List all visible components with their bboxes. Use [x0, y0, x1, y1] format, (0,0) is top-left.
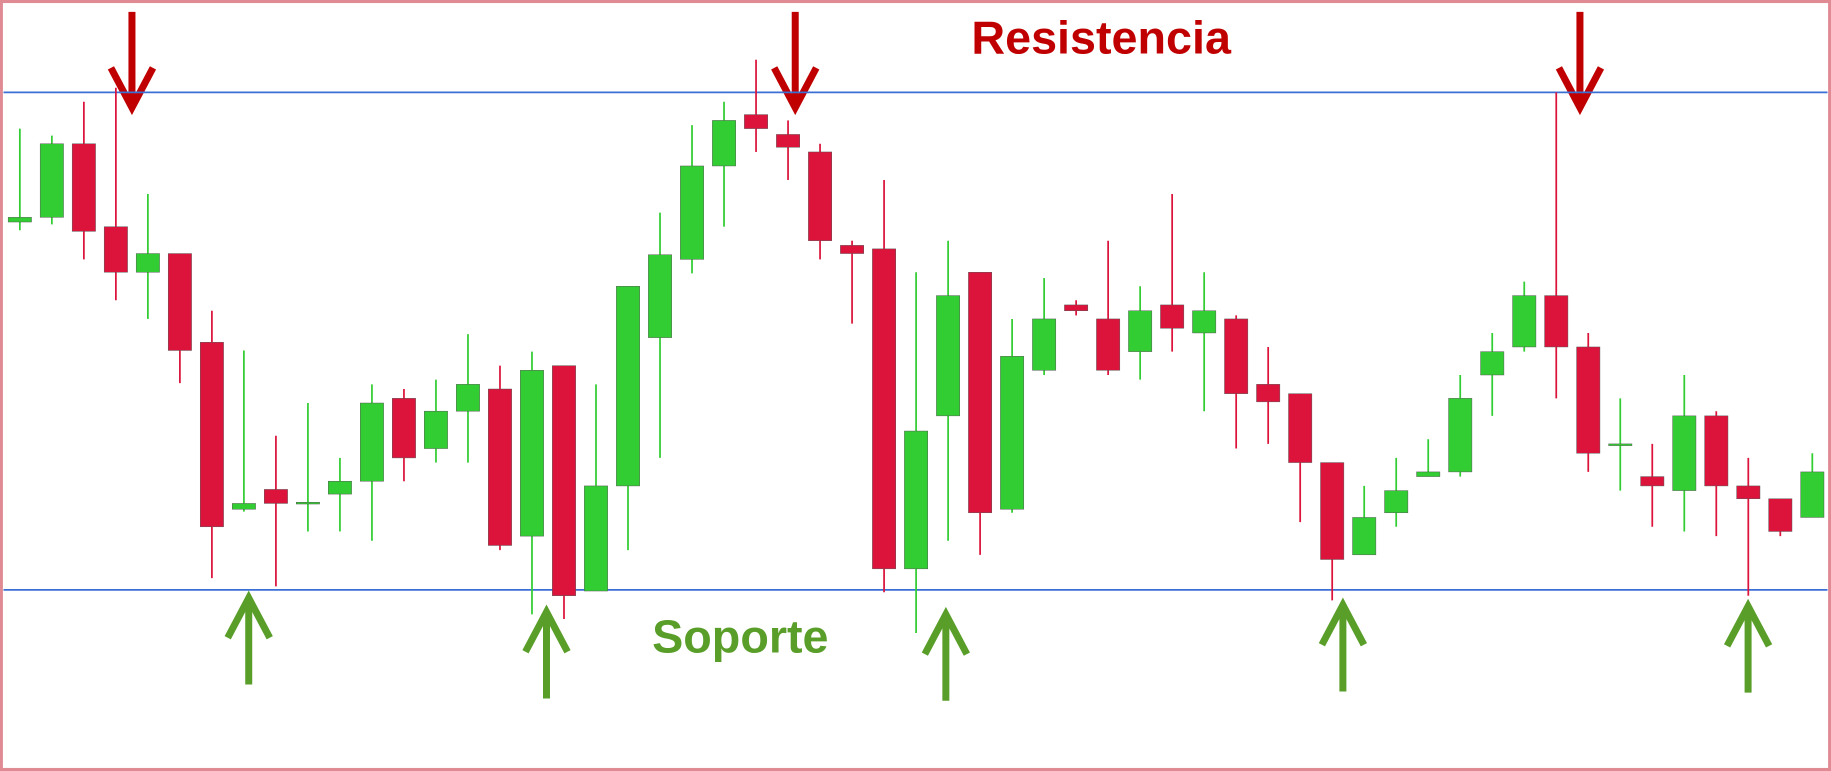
arrow-head [224, 590, 273, 640]
candle-body [584, 485, 608, 592]
candle-body [1192, 310, 1217, 334]
candle-body [936, 295, 961, 417]
candle-body [1128, 310, 1153, 352]
candle-body [296, 502, 320, 505]
candle-body [231, 503, 256, 510]
candle-body [1608, 443, 1633, 446]
candle-body [456, 384, 480, 412]
candle-body [1576, 346, 1601, 454]
candle-body [1384, 490, 1409, 514]
arrow-head [1318, 597, 1368, 647]
candle-body [1064, 304, 1089, 311]
candle-body [808, 151, 832, 241]
candle-body [1224, 318, 1249, 394]
candle-body [616, 286, 640, 487]
candle-body [1288, 393, 1313, 463]
candle-body [1480, 351, 1505, 376]
candle-body [776, 134, 800, 148]
candle-body [103, 226, 128, 273]
candle-body [135, 253, 160, 273]
arrow-head [771, 66, 820, 116]
candle-body [1416, 471, 1441, 477]
candle-body [1256, 384, 1281, 403]
candle-body [520, 370, 544, 537]
candle-body [1000, 356, 1025, 510]
arrow-head [1723, 598, 1773, 648]
arrow-head [107, 66, 157, 116]
candle-body [360, 402, 384, 482]
candle-body [712, 120, 736, 167]
candle-body [264, 489, 288, 504]
candle-body [1640, 476, 1665, 487]
candle-body [1512, 295, 1537, 348]
candle-body [424, 410, 448, 449]
support-label: Soporte [652, 610, 828, 662]
candle-body [904, 430, 928, 570]
arrow-head [1555, 66, 1605, 116]
candle-body [392, 398, 416, 459]
candle-body [744, 114, 768, 129]
candle-body [488, 388, 512, 546]
candle-body [199, 342, 224, 528]
candle-body [7, 217, 32, 223]
candle-body [840, 245, 864, 254]
candle-body [648, 254, 672, 338]
candle-body [1704, 415, 1729, 487]
candle-body [1096, 318, 1121, 371]
candle-body [1320, 462, 1345, 560]
candle-body [872, 248, 896, 570]
candle-body [1160, 304, 1185, 329]
resistance-label: Resistencia [971, 11, 1232, 63]
candle-body [1736, 485, 1761, 500]
candle-body [1032, 318, 1057, 371]
candle-body [1352, 517, 1377, 556]
candle-body [71, 143, 96, 232]
candle-body [328, 481, 352, 495]
candle-body [167, 253, 192, 351]
candle-body [680, 165, 704, 260]
candle-body [1800, 471, 1825, 518]
candle-body [39, 143, 64, 218]
candle-body [552, 365, 576, 596]
arrow-head [921, 606, 970, 656]
arrow-head [522, 604, 571, 654]
candle-body [1768, 498, 1793, 532]
arrows [107, 11, 1773, 701]
candle-body [968, 271, 993, 514]
candle-body [1672, 415, 1697, 491]
candle-body [1448, 398, 1473, 473]
candle-body [1544, 295, 1569, 348]
